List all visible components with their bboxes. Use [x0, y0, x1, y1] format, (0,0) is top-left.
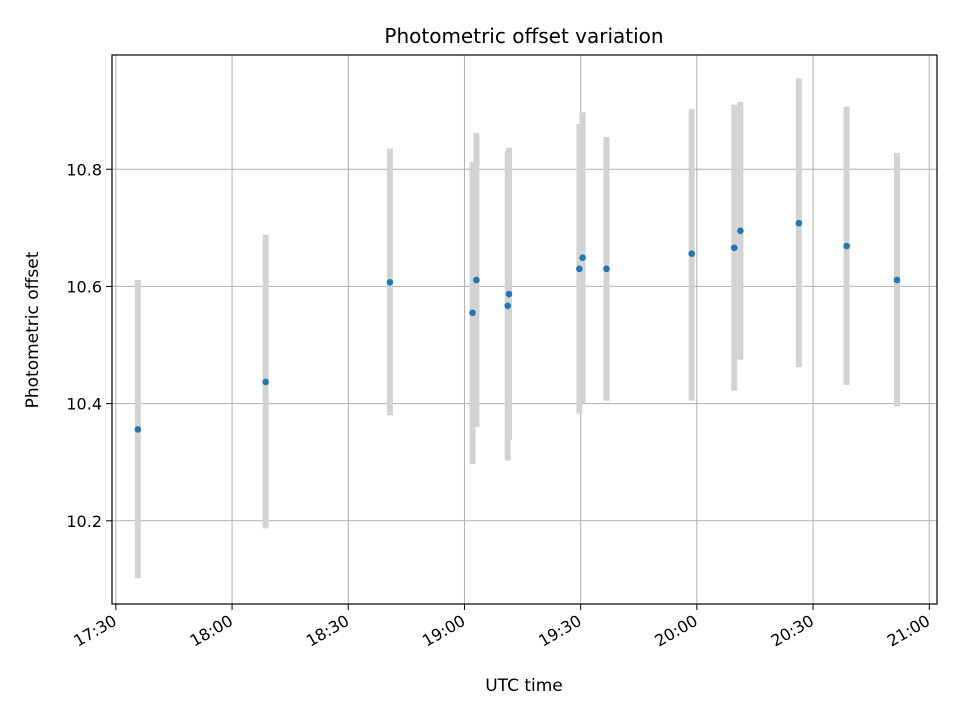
data-point: [386, 279, 394, 286]
y-tick-label: 10.8: [66, 160, 102, 179]
plot-frame: [111, 54, 938, 605]
data-point: [731, 244, 738, 252]
y-axis-ticks: 10.2 10.4 10.6 10.8: [66, 160, 112, 531]
y-tick-label: 10.6: [66, 277, 102, 296]
data-point: [688, 250, 695, 257]
data-point: [469, 309, 476, 317]
data-point: [473, 276, 480, 284]
data-point: [737, 227, 744, 235]
data-point: [576, 265, 583, 273]
data-point: [603, 265, 610, 273]
data-point: [262, 378, 269, 386]
data-point: [505, 290, 513, 298]
data-point: [504, 302, 512, 310]
data-point: [134, 426, 142, 433]
data-point: [893, 276, 901, 284]
data-point: [579, 254, 586, 262]
x-axis-title: UTC time: [485, 676, 563, 696]
y-tick-label: 10.4: [66, 395, 102, 414]
y-tick-label: 10.2: [66, 512, 102, 531]
data-point: [795, 219, 803, 227]
data-points: [134, 219, 901, 433]
y-axis-title: Photometric offset: [23, 251, 43, 408]
data-point: [843, 242, 850, 250]
chart-title: Photometric offset variation: [384, 24, 663, 48]
